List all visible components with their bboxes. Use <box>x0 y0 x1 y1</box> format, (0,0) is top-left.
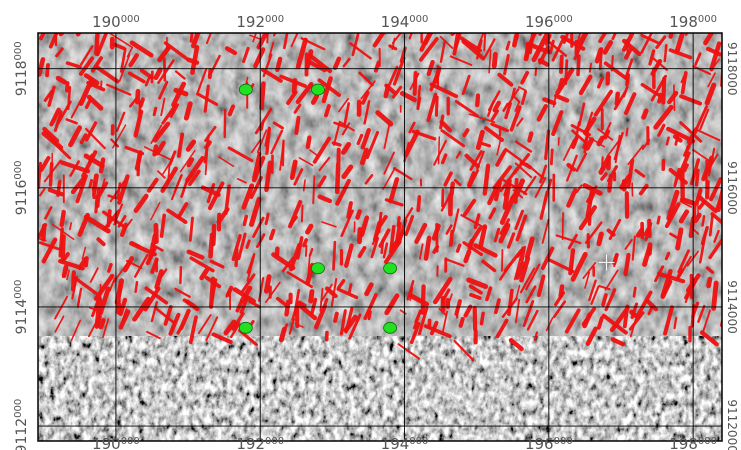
map-border <box>37 32 723 442</box>
y-tick-label-left-3: 9112000 <box>13 399 30 450</box>
y-axis-labels-right: 9118000 9116000 9114000 9112000 <box>725 42 739 450</box>
rough-terrain-zone <box>38 336 722 441</box>
grid-layer <box>38 33 722 441</box>
x-tick-label-bottom-2: 194000 <box>381 435 429 450</box>
x-tick-label-top-1: 192000 <box>236 13 284 31</box>
y-axis-labels-left: 9118000 9116000 9114000 9112000 <box>13 41 30 450</box>
sample-point-marker-4[interactable] <box>238 321 253 334</box>
y-tick-label-right-3: 9112000 <box>725 399 739 450</box>
sample-point-marker-3[interactable] <box>383 262 398 275</box>
x-tick-label-top-2: 194000 <box>381 13 429 31</box>
y-tick-label-right-1: 9116000 <box>725 161 739 214</box>
x-tick-label-bottom-4: 198000 <box>669 435 717 450</box>
x-tick-label-top-4: 198000 <box>669 13 717 31</box>
y-tick-label-left-2: 9114000 <box>13 280 30 335</box>
sample-point-marker-0[interactable] <box>238 83 253 96</box>
marker-layer <box>238 83 398 334</box>
y-tick-label-right-2: 9114000 <box>725 280 739 333</box>
lineament-layer <box>38 33 722 362</box>
y-tick-label-right-0: 9118000 <box>725 42 739 95</box>
y-tick-label-left-1: 9116000 <box>13 160 30 215</box>
x-tick-label-bottom-3: 196000 <box>525 435 573 450</box>
x-tick-label-top-0: 190000 <box>92 13 140 31</box>
x-axis-labels-top: 190000 192000 194000 196000 198000 <box>92 13 717 31</box>
sample-point-marker-1[interactable] <box>311 83 325 96</box>
x-axis-labels-bottom: 190000 192000 194000 196000 198000 <box>92 435 717 450</box>
crosshair-icon <box>598 254 615 271</box>
x-tick-label-top-3: 196000 <box>525 13 573 31</box>
sample-point-marker-5[interactable] <box>383 321 398 334</box>
x-tick-label-bottom-0: 190000 <box>92 435 140 450</box>
sample-point-marker-2[interactable] <box>311 262 325 275</box>
y-tick-label-left-0: 9118000 <box>13 41 30 96</box>
x-tick-label-bottom-1: 192000 <box>236 435 284 450</box>
crosshair-layer <box>598 254 615 271</box>
